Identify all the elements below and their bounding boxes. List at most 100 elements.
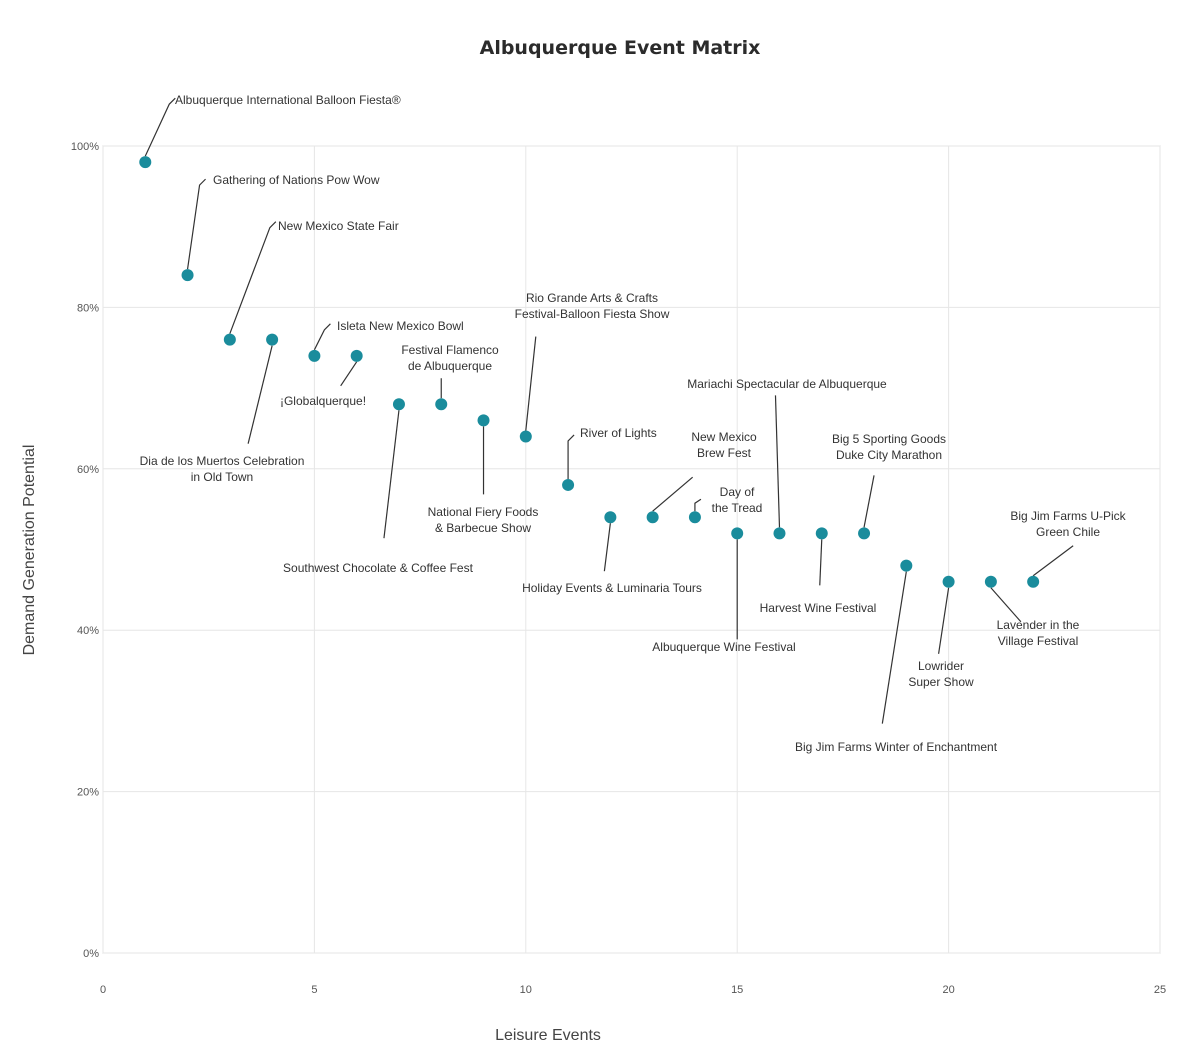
data-point <box>688 511 701 524</box>
data-label: Day of the Tread <box>712 485 763 515</box>
data-label: Festival Flamenco de Albuquerque <box>401 343 499 373</box>
leader-line <box>774 395 781 528</box>
data-label-line: Big Jim Farms Winter of Enchantment <box>795 740 998 754</box>
leader-line <box>313 323 331 351</box>
leader-line <box>567 434 575 479</box>
data-label-line: the Tread <box>712 501 763 515</box>
leader-line <box>863 475 875 528</box>
data-point <box>900 559 913 572</box>
data-label: Big 5 Sporting Goods Duke City Marathon <box>832 432 946 462</box>
data-label-line: Rio Grande Arts & Crafts <box>526 291 658 305</box>
data-point <box>350 349 363 362</box>
data-point <box>392 398 405 411</box>
leader-line <box>525 336 537 431</box>
data-label: Harvest Wine Festival <box>760 601 877 615</box>
data-label-line: Gathering of Nations Pow Wow <box>213 173 380 187</box>
leader-line <box>652 476 694 512</box>
data-label-line: Village Festival <box>998 634 1078 648</box>
data-label-line: de Albuquerque <box>408 359 492 373</box>
leader-line <box>186 178 206 270</box>
data-label: National Fiery Foods & Barbecue Show <box>428 505 539 535</box>
plot-frame <box>102 145 1161 954</box>
data-label-line: Super Show <box>908 675 974 689</box>
data-point <box>477 414 490 427</box>
data-point <box>266 333 279 346</box>
data-label: Mariachi Spectacular de Albuquerque <box>687 377 887 391</box>
leader-line <box>1032 545 1074 577</box>
data-label-line: Dia de los Muertos Celebration <box>140 454 305 468</box>
x-tick-label: 25 <box>1154 984 1166 996</box>
data-label-line: Day of <box>720 485 755 499</box>
leader-line <box>603 523 611 572</box>
data-point <box>519 430 532 443</box>
data-point <box>308 349 321 362</box>
leader-line <box>144 97 176 157</box>
data-label-line: Albuquerque Wine Festival <box>652 640 795 654</box>
data-label-line: Holiday Events & Luminaria Tours <box>522 581 702 595</box>
x-tick-label: 0 <box>100 984 106 996</box>
data-label-line: River of Lights <box>580 426 657 440</box>
data-label-line: Southwest Chocolate & Coffee Fest <box>283 561 474 575</box>
data-point <box>562 478 575 491</box>
data-label: Albuquerque Wine Festival <box>652 640 795 654</box>
data-label: ¡Globalquerque! <box>280 394 366 408</box>
data-point <box>646 511 659 524</box>
data-point <box>815 527 828 540</box>
data-label: Dia de los Muertos Celebration in Old Tow… <box>140 454 305 484</box>
leader-line <box>819 539 823 586</box>
data-label: Big Jim Farms Winter of Enchantment <box>795 740 998 754</box>
leader-line <box>383 410 400 539</box>
y-tick-label: 60% <box>77 464 99 476</box>
leader-line <box>229 221 277 334</box>
data-label-line: Brew Fest <box>697 446 752 460</box>
data-label: Lavender in the Village Festival <box>997 618 1080 648</box>
y-tick-label: 0% <box>83 948 99 960</box>
y-tick-label: 100% <box>71 141 99 153</box>
leader-line <box>990 587 1022 623</box>
data-point <box>435 398 448 411</box>
data-label-line: National Fiery Foods <box>428 505 539 519</box>
data-point <box>731 527 744 540</box>
data-points <box>139 156 1040 588</box>
data-label-line: Green Chile <box>1036 525 1100 539</box>
data-label-line: Festival-Balloon Fiesta Show <box>515 307 670 321</box>
data-label-line: Isleta New Mexico Bowl <box>337 319 464 333</box>
leader-line <box>881 571 907 724</box>
data-label-line: Festival Flamenco <box>401 343 499 357</box>
x-tick-label: 20 <box>942 984 954 996</box>
y-tick-label: 20% <box>77 787 99 799</box>
data-label-line: Lavender in the <box>997 618 1080 632</box>
data-label-line: & Barbecue Show <box>435 521 531 535</box>
leader-line <box>247 345 273 444</box>
y-axis-title: Demand Generation Potential <box>21 445 38 656</box>
data-label: Isleta New Mexico Bowl <box>337 319 464 333</box>
leader-line <box>938 587 950 654</box>
data-label: Albuquerque International Balloon Fiesta… <box>175 93 401 107</box>
data-point <box>139 156 152 169</box>
data-point <box>1027 575 1040 588</box>
data-point <box>984 575 997 588</box>
x-tick-label: 10 <box>520 984 532 996</box>
gridlines <box>102 145 1161 954</box>
data-point <box>858 527 871 540</box>
axes: 0 5 10 15 20 25 0% 20% 40% 60% 80% 100% <box>71 141 1166 996</box>
data-label-line: Lowrider <box>918 659 964 673</box>
data-point <box>773 527 786 540</box>
data-label-line: Big Jim Farms U-Pick <box>1010 509 1126 523</box>
leader-line <box>340 361 358 387</box>
data-label-line: Harvest Wine Festival <box>760 601 877 615</box>
chart-title: Albuquerque Event Matrix <box>480 37 761 59</box>
data-label: Gathering of Nations Pow Wow <box>213 173 380 187</box>
data-label: River of Lights <box>580 426 657 440</box>
data-label: Southwest Chocolate & Coffee Fest <box>283 561 474 575</box>
data-point <box>604 511 617 524</box>
data-label: Rio Grande Arts & Crafts Festival-Balloon… <box>515 291 670 321</box>
data-label-line: Albuquerque International Balloon Fiesta… <box>175 93 401 107</box>
data-point <box>942 575 955 588</box>
y-tick-label: 40% <box>77 625 99 637</box>
data-label: Lowrider Super Show <box>908 659 974 689</box>
data-label: Holiday Events & Luminaria Tours <box>522 581 702 595</box>
data-label-line: New Mexico State Fair <box>278 219 399 233</box>
y-tick-label: 80% <box>77 302 99 314</box>
